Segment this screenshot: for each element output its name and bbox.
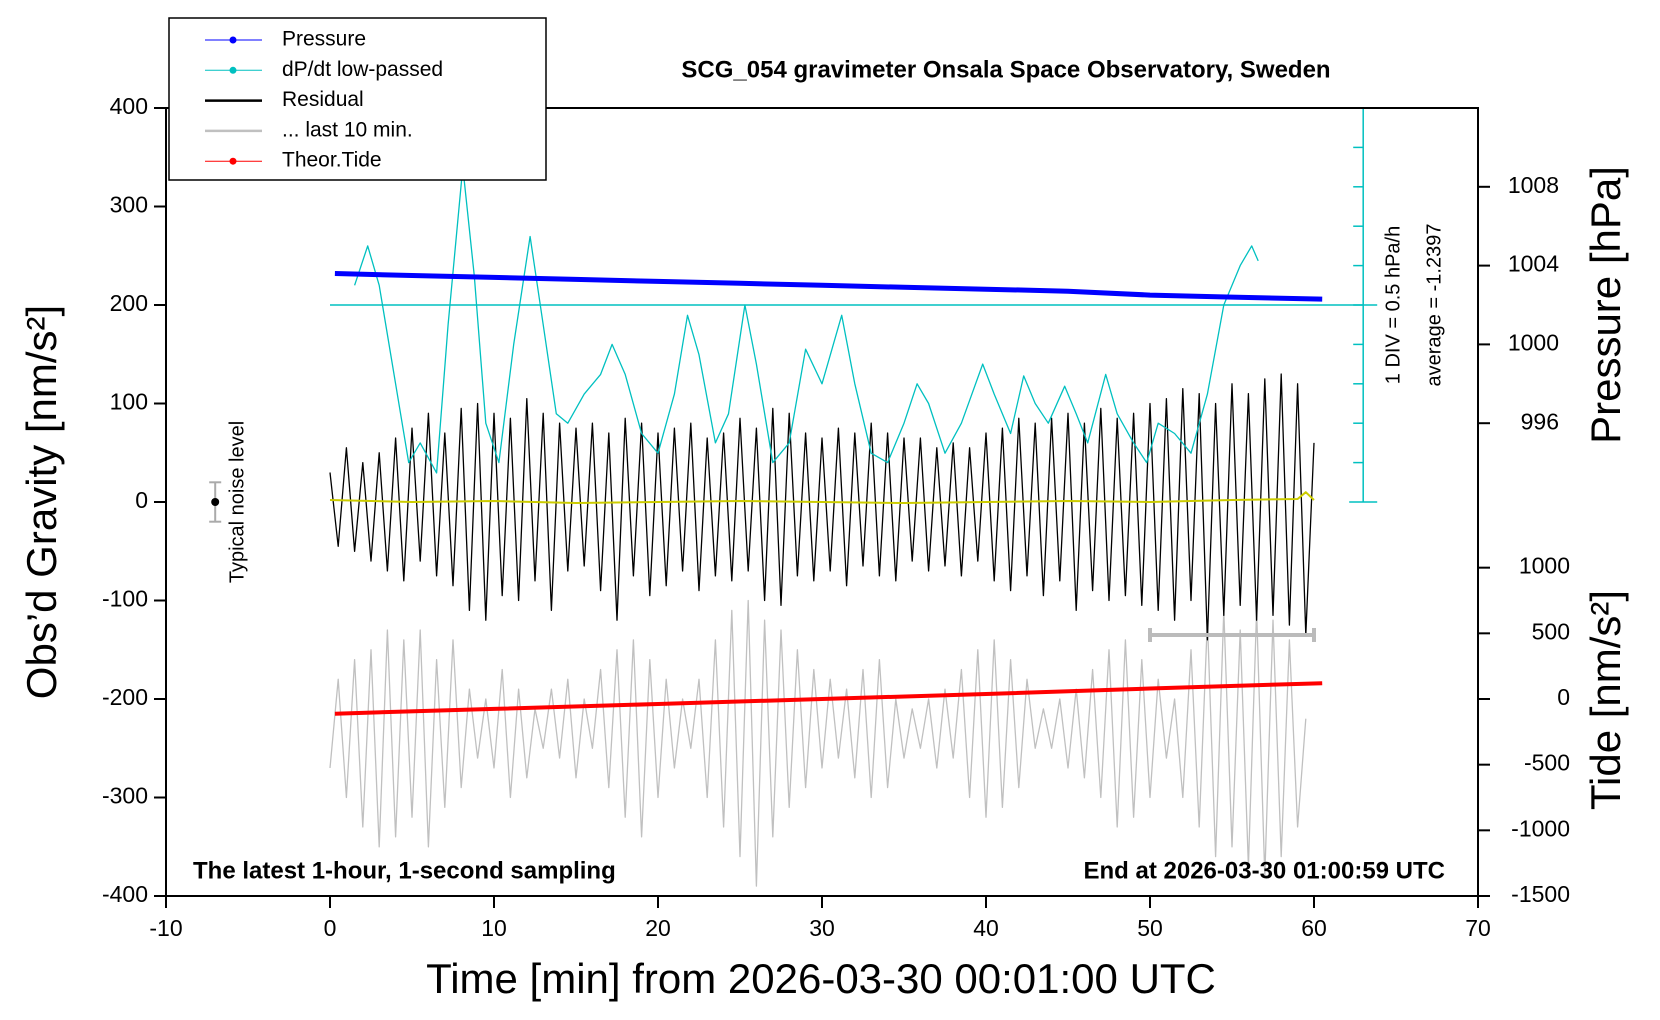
noise-point bbox=[211, 498, 220, 506]
y-tick-label: -100 bbox=[102, 586, 148, 612]
pressure-tick-label: 996 bbox=[1521, 408, 1559, 434]
x-tick-label: 70 bbox=[1465, 915, 1491, 941]
tide-axis-title: Tide [nm/s²] bbox=[1582, 590, 1629, 810]
y-tick-label: 300 bbox=[110, 192, 148, 218]
legend-label: dP/dt low-passed bbox=[282, 58, 443, 81]
pressure-tick-label: 1008 bbox=[1508, 172, 1559, 198]
x-tick-label: 60 bbox=[1301, 915, 1327, 941]
y-tick-label: -400 bbox=[102, 881, 148, 907]
series-line bbox=[329, 373, 1315, 641]
x-tick-label: 40 bbox=[973, 915, 999, 941]
pressure-tick-label: 1000 bbox=[1508, 329, 1559, 355]
y-tick-label: 400 bbox=[110, 93, 148, 119]
x-tick-label: 30 bbox=[809, 915, 835, 941]
dpdt-division-note: 1 DIV = 0.5 hPa/h bbox=[1382, 226, 1404, 384]
legend-label: Theor.Tide bbox=[282, 149, 382, 172]
series-line bbox=[334, 681, 1323, 716]
x-tick-label: 0 bbox=[324, 915, 337, 941]
series-line bbox=[329, 491, 1315, 504]
y-tick-label: -300 bbox=[102, 783, 148, 809]
x-tick-label: -10 bbox=[149, 915, 182, 941]
x-tick-label: 50 bbox=[1137, 915, 1163, 941]
dpdt-average-note: average = -1.2397 bbox=[1423, 224, 1445, 387]
y-tick-label: 200 bbox=[110, 290, 148, 316]
legend: Pressure dP/dt low-passed Residual ... last… bbox=[168, 17, 547, 181]
series-line bbox=[329, 599, 1307, 887]
noise-label: Typical noise level bbox=[226, 421, 248, 583]
y-tick-label: 0 bbox=[135, 487, 148, 513]
legend-label: Pressure bbox=[282, 28, 366, 51]
tide-tick-label: -1000 bbox=[1511, 815, 1570, 841]
y-tick-label: -200 bbox=[102, 684, 148, 710]
legend-marker bbox=[229, 36, 237, 44]
y-axis-title: Obs’d Gravity [nm/s²] bbox=[18, 305, 65, 699]
pressure-tick-label: 1004 bbox=[1508, 251, 1559, 277]
tide-tick-label: 500 bbox=[1532, 618, 1570, 644]
legend-box bbox=[168, 17, 547, 181]
bottom-right-note: End at 2026-03-30 01:00:59 UTC bbox=[1084, 857, 1446, 884]
tide-tick-label: -1500 bbox=[1511, 881, 1570, 907]
tide-tick-label: 0 bbox=[1557, 684, 1570, 710]
series-line bbox=[353, 166, 1259, 474]
series-line bbox=[334, 271, 1323, 302]
y-tick-label: 100 bbox=[110, 389, 148, 415]
legend-marker bbox=[229, 66, 237, 74]
legend-marker bbox=[229, 157, 237, 165]
x-tick-label: 10 bbox=[481, 915, 507, 941]
legend-label: ... last 10 min. bbox=[282, 118, 413, 141]
x-tick-label: 20 bbox=[645, 915, 671, 941]
plot-layer bbox=[329, 107, 1378, 887]
chart-title: SCG_054 gravimeter Onsala Space Observat… bbox=[681, 56, 1330, 83]
pressure-axis-title: Pressure [hPa] bbox=[1582, 166, 1629, 444]
legend-label: Residual bbox=[282, 88, 364, 111]
tide-tick-label: -500 bbox=[1524, 750, 1570, 776]
tide-tick-label: 1000 bbox=[1519, 553, 1570, 579]
bottom-left-note: The latest 1-hour, 1-second sampling bbox=[193, 857, 616, 884]
x-axis-title: Time [min] from 2026-03-30 00:01:00 UTC bbox=[426, 955, 1216, 1002]
